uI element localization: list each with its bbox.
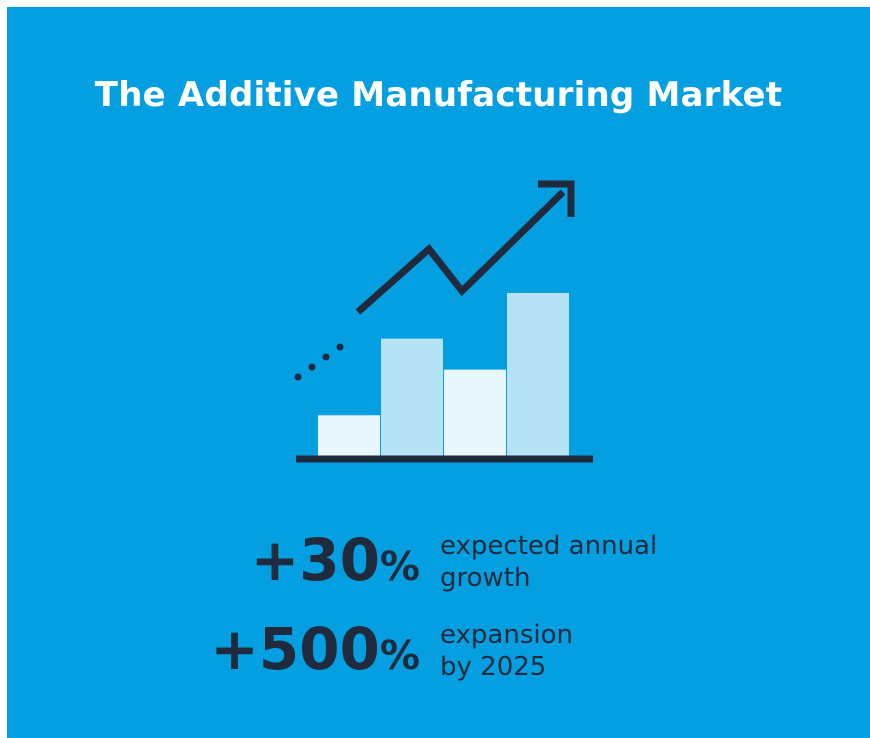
stat-description: expansion by 2025 [440,619,573,683]
stat-description-line: expansion [440,620,573,650]
stat-description-line: expected annual [440,531,658,561]
bars-group [318,293,569,456]
trend-line [355,189,566,315]
stat-value: +30% [250,526,420,594]
dotted-trend-line [294,343,344,381]
chart-bar-2 [381,338,443,456]
stat-expansion: +500% expansion by 2025 [7,619,870,699]
stat-value: +500% [210,615,420,683]
chart-bar-4 [507,293,569,456]
stat-description: expected annual growth [440,530,657,594]
arrow-head-icon [538,180,575,217]
stat-annual-growth: +30% expected annual growth [7,530,870,610]
chart-bar-1 [318,415,380,456]
growth-chart-icon [294,180,593,463]
stat-description-line: growth [440,563,531,593]
chart-bar-3 [444,369,506,456]
infographic-panel: The Additive Manufacturing Market +30% e… [7,7,870,738]
page-title: The Additive Manufacturing Market [94,75,783,115]
stat-description-line: by 2025 [440,652,547,682]
